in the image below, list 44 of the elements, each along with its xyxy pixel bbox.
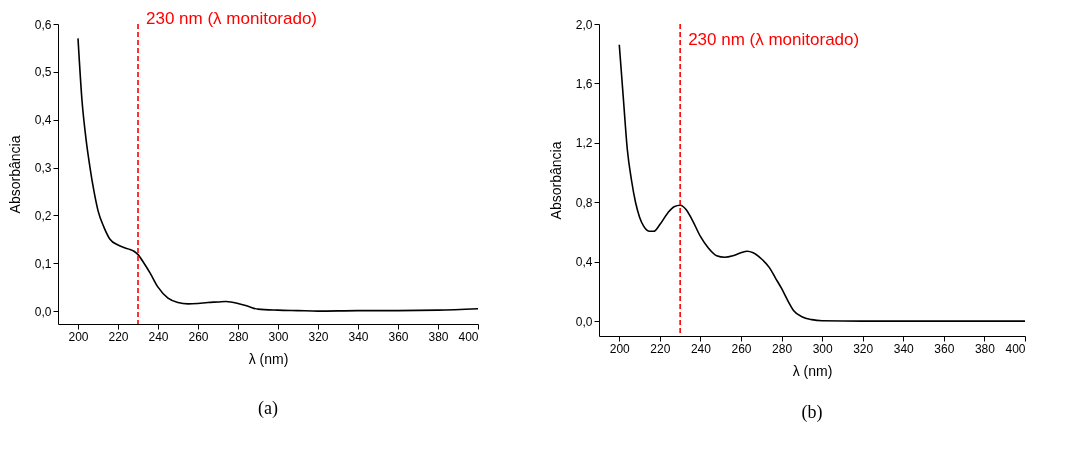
- y-tick-label: 0,3: [34, 161, 52, 176]
- x-axis-title: λ (nm): [248, 350, 289, 367]
- y-tick-label: 0,4: [575, 255, 593, 270]
- x-tick-label: 360: [388, 329, 409, 344]
- y-tick-label: 2,0: [575, 17, 593, 32]
- x-tick-label: 340: [893, 341, 915, 356]
- x-tick-label: 260: [731, 341, 752, 356]
- x-axis-title: λ (nm): [792, 362, 833, 379]
- x-tick-label: 260: [188, 329, 209, 344]
- text: (b): [801, 402, 823, 423]
- y-tick-label: 1,6: [575, 76, 593, 91]
- x-tick-label: 240: [690, 341, 712, 356]
- x-tick-label: 300: [812, 341, 833, 356]
- x-tick-label: 380: [428, 329, 449, 344]
- y-axis-title: Absorbância: [547, 141, 564, 220]
- y-tick-label: 0,2: [34, 208, 52, 223]
- y-axis-title: Absorbância: [6, 135, 23, 214]
- x-tick-label: 320: [853, 341, 874, 356]
- x-tick-label: 200: [609, 341, 631, 356]
- ref-line-label: 230 nm (λ monitorado): [688, 30, 860, 49]
- x-tick-label: 320: [308, 329, 329, 344]
- ref-line-label: 230 nm (λ monitorado): [146, 9, 318, 28]
- y-tick-label: 0,1: [34, 256, 52, 271]
- x-tick-label: 220: [650, 341, 671, 356]
- y-tick-label: 0,5: [34, 65, 52, 80]
- y-tick-label: 0,0: [575, 314, 593, 329]
- y-tick-label: 0,6: [34, 17, 52, 32]
- x-tick-label: 200: [68, 329, 89, 344]
- x-tick-label: 400: [1005, 341, 1026, 356]
- x-tick-label: 280: [772, 341, 793, 356]
- x-tick-label: 240: [148, 329, 169, 344]
- y-tick-label: 0,4: [34, 113, 52, 128]
- y-tick-label: 0,8: [575, 195, 593, 210]
- x-tick-label: 400: [458, 329, 479, 344]
- x-tick-label: 280: [228, 329, 249, 344]
- x-tick-label: 360: [934, 341, 955, 356]
- line-series: [77, 37, 478, 312]
- text: (a): [258, 398, 278, 419]
- x-tick-label: 380: [974, 341, 996, 356]
- y-tick-label: 0,0: [34, 304, 52, 319]
- x-tick-label: 340: [348, 329, 369, 344]
- y-tick-label: 1,2: [575, 136, 593, 151]
- x-tick-label: 300: [268, 329, 289, 344]
- x-tick-label: 220: [108, 329, 129, 344]
